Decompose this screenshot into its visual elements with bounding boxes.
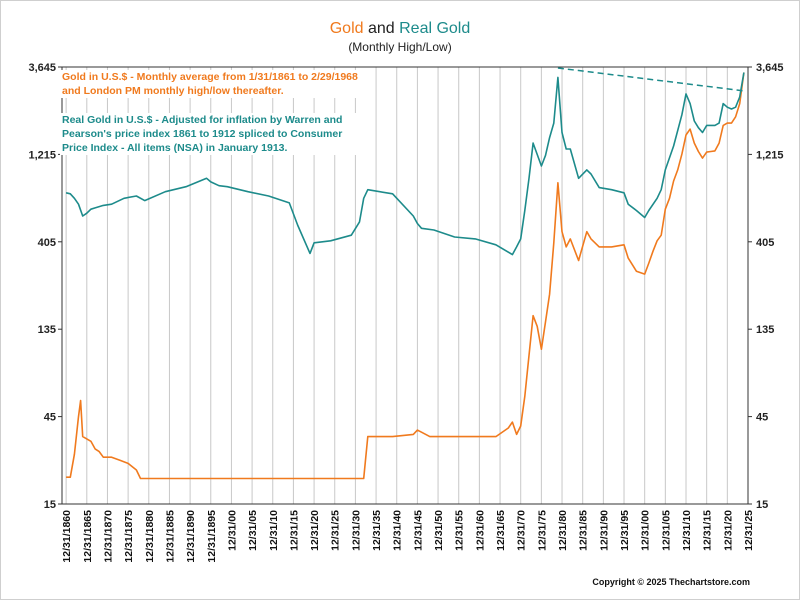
title-gold: Gold bbox=[329, 20, 364, 37]
gold-series-note: Gold in U.S.$ - Monthly average from 1/3… bbox=[60, 70, 364, 98]
title-real-gold: Real Gold bbox=[399, 20, 471, 37]
chart-subtitle: (Monthly High/Low) bbox=[348, 40, 452, 54]
x-tick-label: 12/31/75 bbox=[536, 510, 548, 551]
x-tick-label: 12/31/25 bbox=[330, 510, 342, 551]
x-tick-label: 12/31/50 bbox=[433, 510, 445, 551]
x-tick-label: 12/31/15 bbox=[702, 510, 714, 551]
x-tick-label: 12/31/1880 bbox=[144, 510, 156, 563]
y-tick-label-right: 1,215 bbox=[756, 149, 784, 161]
x-tick-label: 12/31/95 bbox=[619, 510, 631, 551]
copyright: Copyright © 2025 Thechartstore.com bbox=[592, 577, 750, 587]
x-tick-label: 12/31/80 bbox=[557, 510, 569, 551]
x-tick-label: 12/31/65 bbox=[495, 510, 507, 551]
x-tick-label: 12/31/20 bbox=[309, 510, 321, 551]
x-tick-label: 12/31/15 bbox=[288, 510, 300, 551]
x-tick-label: 12/31/10 bbox=[268, 510, 280, 551]
x-tick-label: 12/31/25 bbox=[743, 510, 755, 551]
y-tick-label-left: 405 bbox=[38, 237, 56, 249]
x-tick-label: 12/31/60 bbox=[474, 510, 486, 551]
y-tick-label-right: 3,645 bbox=[756, 62, 784, 74]
y-tick-label-left: 3,645 bbox=[28, 62, 56, 74]
x-tick-label: 12/31/40 bbox=[392, 510, 404, 551]
y-tick-label-left: 15 bbox=[44, 499, 56, 511]
x-tick-label: 12/31/35 bbox=[371, 510, 383, 551]
x-tick-label: 12/31/05 bbox=[247, 510, 259, 551]
gold-series-line bbox=[66, 72, 745, 480]
y-tick-label-left: 45 bbox=[44, 412, 56, 424]
x-tick-label: 12/31/85 bbox=[578, 510, 590, 551]
y-tick-label-left: 1,215 bbox=[28, 149, 56, 161]
x-tick-label: 12/31/1870 bbox=[102, 510, 114, 563]
y-tick-label-left: 135 bbox=[38, 324, 56, 336]
y-tick-label-right: 15 bbox=[756, 499, 768, 511]
chart-title: Gold and Real Gold bbox=[0, 20, 800, 38]
real-gold-trendline bbox=[557, 67, 744, 92]
x-tick-label: 12/31/1865 bbox=[82, 510, 94, 563]
y-tick-label-right: 405 bbox=[756, 237, 774, 249]
x-tick-label: 12/31/00 bbox=[226, 510, 238, 551]
x-tick-label: 12/31/1860 bbox=[61, 510, 73, 563]
x-tick-label: 12/31/05 bbox=[660, 510, 672, 551]
x-tick-label: 12/31/55 bbox=[454, 510, 466, 551]
real-gold-series-note: Real Gold in U.S.$ - Adjusted for inflat… bbox=[60, 113, 364, 155]
x-tick-label: 12/31/45 bbox=[412, 510, 424, 551]
real-gold-series-line bbox=[65, 72, 745, 256]
y-tick-label-right: 45 bbox=[756, 412, 768, 424]
x-tick-label: 12/31/1890 bbox=[185, 510, 197, 563]
x-tick-label: 12/31/70 bbox=[516, 510, 528, 551]
title-and: and bbox=[363, 20, 400, 37]
x-tick-label: 12/31/1895 bbox=[206, 510, 218, 563]
x-tick-label: 12/31/30 bbox=[350, 510, 362, 551]
x-tick-label: 12/31/20 bbox=[722, 510, 734, 551]
y-tick-label-right: 135 bbox=[756, 324, 774, 336]
plot-area-border bbox=[61, 66, 749, 505]
x-tick-label: 12/31/10 bbox=[681, 510, 693, 551]
x-tick-label: 12/31/00 bbox=[640, 510, 652, 551]
x-tick-label: 12/31/1875 bbox=[123, 510, 135, 563]
x-tick-label: 12/31/1885 bbox=[164, 510, 176, 563]
x-tick-label: 12/31/90 bbox=[598, 510, 610, 551]
